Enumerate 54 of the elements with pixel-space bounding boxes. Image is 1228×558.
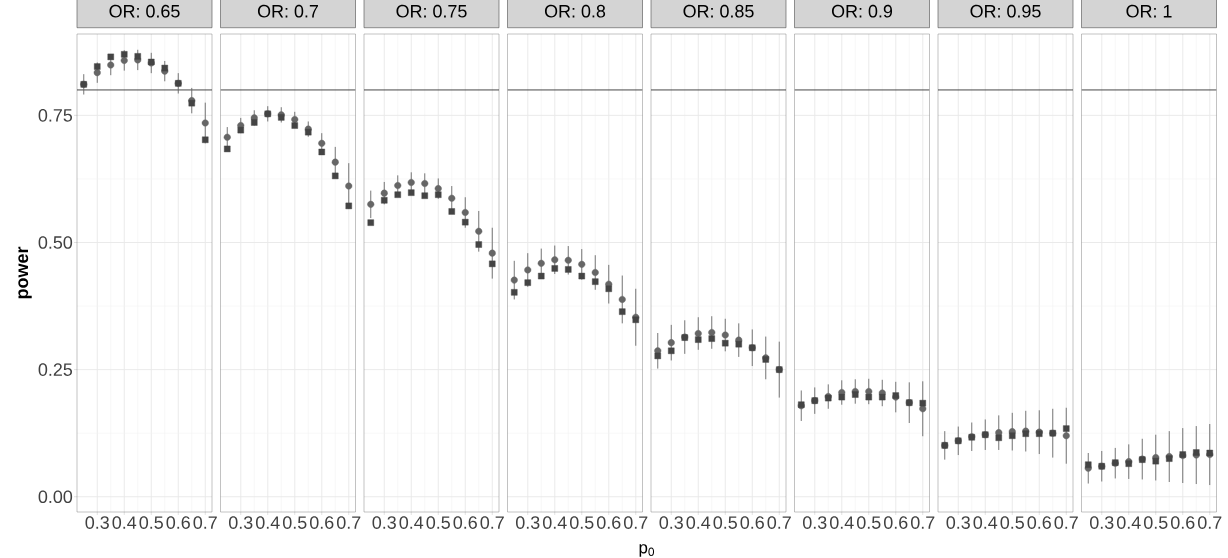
x-tick-label: 0.7 bbox=[193, 516, 217, 529]
x-tick-label: 0.4 bbox=[543, 516, 567, 529]
x-tick-label: 0.7 bbox=[1198, 516, 1222, 529]
x-tick-label: 0.4 bbox=[830, 516, 854, 529]
chart-title: OR: 0.95 bbox=[970, 4, 1041, 18]
x-tick-label: 0.6 bbox=[453, 516, 477, 529]
x-tick-label: 0.6 bbox=[1171, 516, 1195, 529]
x-tick-label: 0.7 bbox=[911, 516, 935, 529]
x-tick-label: 0.3 bbox=[1090, 516, 1114, 529]
x-tick-label: 0.3 bbox=[228, 516, 253, 529]
chart-title: OR: 1 bbox=[1126, 4, 1172, 18]
x-tick-label: 0.5 bbox=[1144, 516, 1168, 529]
x-tick-label: 0.3 bbox=[85, 516, 109, 529]
x-tick-label: 0.3 bbox=[659, 516, 683, 529]
x-tick-label: 0.6 bbox=[884, 516, 908, 529]
x-tick-label: 0.4 bbox=[255, 516, 280, 529]
chart-title: OR: 0.85 bbox=[683, 4, 754, 18]
x-tick-label: 0.7 bbox=[624, 516, 648, 529]
x-tick-label: 0.5 bbox=[1000, 516, 1024, 529]
x-tick-label: 0.6 bbox=[740, 516, 764, 529]
x-tick-label: 0.5 bbox=[857, 516, 881, 529]
x-tick-label: 0.4 bbox=[112, 516, 137, 529]
x-tick-label: 0.3 bbox=[372, 516, 396, 529]
y-tick-label: 0.00 bbox=[38, 490, 73, 504]
x-tick-label: 0.7 bbox=[1054, 516, 1078, 529]
x-tick-label: 0.7 bbox=[336, 516, 361, 529]
y-tick-label: 0.50 bbox=[38, 236, 73, 249]
x-tick-label: 0.7 bbox=[480, 516, 504, 529]
x-tick-label: 0.3 bbox=[516, 516, 540, 529]
y-tick-label: 0.25 bbox=[38, 363, 73, 376]
y-tick-label: 0.75 bbox=[38, 109, 73, 122]
x-tick-label: 0.6 bbox=[1027, 516, 1051, 529]
x-tick-label: 0.5 bbox=[139, 516, 163, 529]
x-tick-label: 0.6 bbox=[166, 516, 190, 529]
x-tick-label: 0.6 bbox=[309, 516, 334, 529]
y-axis-title: power bbox=[18, 246, 32, 299]
x-tick-label: 0.7 bbox=[767, 516, 791, 529]
chart-title: OR: 0.9 bbox=[831, 4, 893, 18]
x-tick-label: 0.5 bbox=[426, 516, 450, 529]
x-tick-label: 0.5 bbox=[570, 516, 594, 529]
x-tick-label: 0.4 bbox=[399, 516, 424, 529]
x-axis-title: p$_{0}$ bbox=[639, 544, 655, 557]
chart-title: OR: 0.7 bbox=[257, 4, 318, 18]
x-tick-label: 0.5 bbox=[713, 516, 737, 529]
chart-title: OR: 0.65 bbox=[109, 4, 180, 18]
x-tick-label: 0.4 bbox=[1117, 516, 1141, 529]
x-tick-label: 0.5 bbox=[282, 516, 307, 529]
x-tick-label: 0.4 bbox=[686, 516, 711, 529]
x-tick-label: 0.4 bbox=[973, 516, 998, 529]
x-tick-label: 0.3 bbox=[946, 516, 970, 529]
chart-title: OR: 0.8 bbox=[544, 4, 606, 18]
chart-title: OR: 0.75 bbox=[396, 4, 467, 18]
x-tick-label: 0.3 bbox=[803, 516, 827, 529]
x-tick-label: 0.6 bbox=[597, 516, 621, 529]
